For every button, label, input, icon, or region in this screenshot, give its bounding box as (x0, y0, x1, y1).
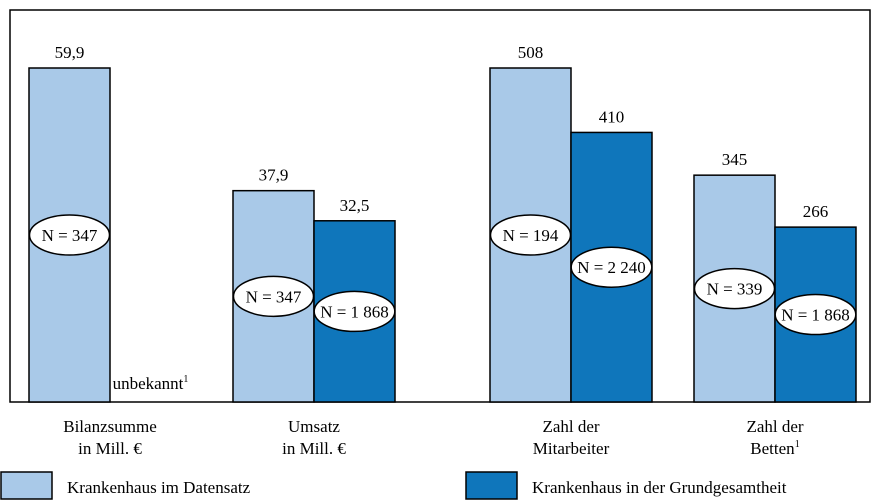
value-label: 266 (803, 202, 829, 221)
value-label: 59,9 (55, 43, 85, 62)
x-tick-label-line: Umsatz (288, 417, 340, 436)
n-label: N = 347 (42, 226, 98, 245)
value-label: 37,9 (259, 166, 289, 185)
x-tick-label-line: Zahl der (746, 417, 803, 436)
value-label: 32,5 (340, 196, 370, 215)
n-label: N = 1 868 (781, 306, 850, 325)
x-tick-label-line: in Mill. € (78, 439, 142, 458)
n-label: N = 194 (503, 226, 559, 245)
x-tick-label-line: Bilanzsumme (63, 417, 156, 436)
footnote-mark: 1 (183, 374, 188, 385)
x-tick-label: in Mill. € (78, 439, 142, 458)
n-label: N = 1 868 (320, 302, 389, 321)
footnote-mark: 1 (795, 439, 800, 450)
x-tick-label: Bilanzsumme (63, 417, 156, 436)
x-tick-label-line: Mitarbeiter (533, 439, 610, 458)
plot-frame (9, 9, 871, 403)
n-label-bubble (313, 290, 396, 333)
x-tick-label: Zahl der (542, 417, 599, 436)
x-tick-label-line: in Mill. € (282, 439, 346, 458)
n-label: N = 347 (246, 287, 302, 306)
legend-label: Krankenhaus in der Grundgesamtheit (532, 478, 787, 497)
value-label: 345 (722, 150, 748, 169)
legend-swatch (465, 471, 518, 500)
x-tick-label: in Mill. € (282, 439, 346, 458)
x-tick-label: Umsatz (288, 417, 340, 436)
value-label: 410 (599, 107, 625, 126)
x-tick-label: Mitarbeiter (533, 439, 610, 458)
legend-swatch (0, 471, 53, 500)
x-tick-label: Betten1 (750, 439, 799, 458)
x-tick-label-line: Zahl der (542, 417, 599, 436)
annotation-text: unbekannt (113, 374, 184, 393)
x-tick-label: Zahl der (746, 417, 803, 436)
x-tick-label-line: Betten (750, 439, 795, 458)
legend-label: Krankenhaus im Datensatz (67, 478, 251, 497)
annotation: unbekannt1 (113, 374, 189, 393)
n-label-bubble (570, 246, 653, 288)
n-label-bubble (28, 214, 111, 256)
n-label: N = 2 240 (577, 258, 646, 277)
n-label: N = 339 (707, 280, 763, 299)
value-label: 508 (518, 43, 544, 62)
n-label-bubble (774, 293, 857, 336)
